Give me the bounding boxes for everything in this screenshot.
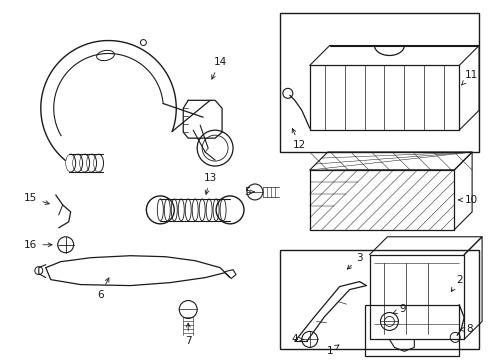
Text: 7: 7 <box>184 323 191 346</box>
Text: 2: 2 <box>450 275 462 292</box>
Bar <box>279 13 478 152</box>
Text: 3: 3 <box>346 253 362 269</box>
Text: 13: 13 <box>203 173 216 194</box>
Bar <box>364 305 458 356</box>
Ellipse shape <box>97 50 114 60</box>
Text: 8: 8 <box>459 324 471 334</box>
Text: 15: 15 <box>24 193 49 204</box>
Text: 4: 4 <box>291 334 303 345</box>
Text: 11: 11 <box>460 71 477 85</box>
Text: 1: 1 <box>325 345 338 356</box>
Text: 16: 16 <box>24 240 52 250</box>
Bar <box>279 250 478 349</box>
Text: 12: 12 <box>291 129 306 150</box>
Text: 6: 6 <box>97 278 109 300</box>
Text: 10: 10 <box>458 195 477 205</box>
Text: 5: 5 <box>244 187 254 197</box>
Text: 9: 9 <box>392 305 405 315</box>
Text: 14: 14 <box>211 58 226 79</box>
